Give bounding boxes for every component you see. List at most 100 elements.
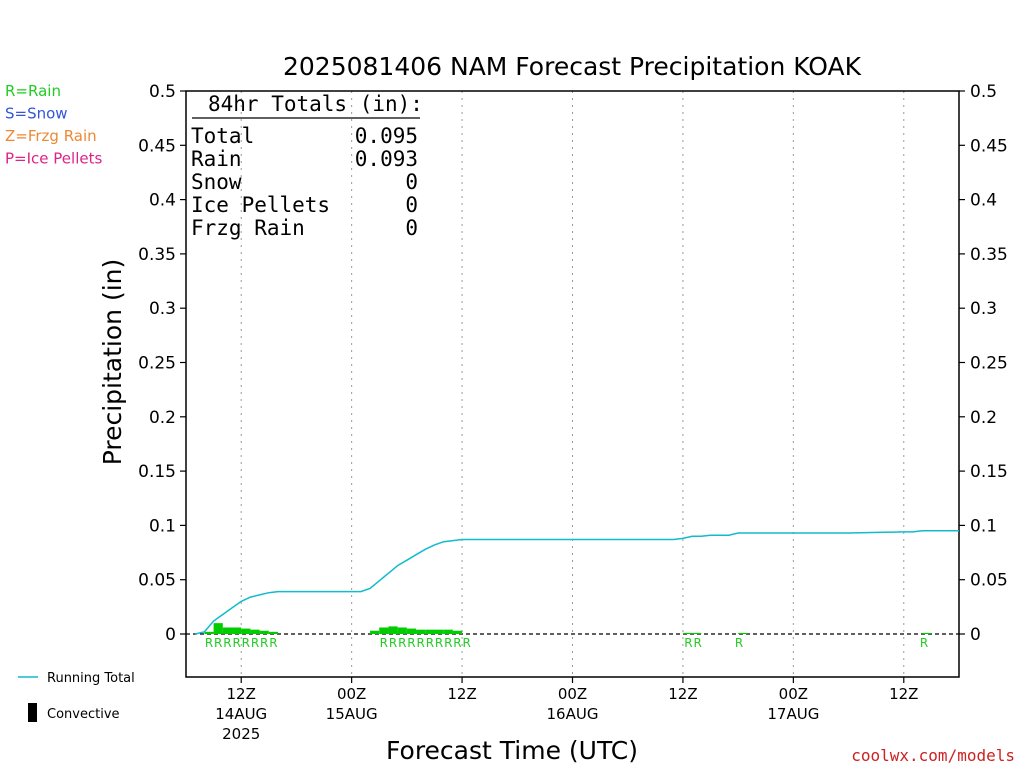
- precip-bar: [416, 629, 426, 634]
- x-tick-label: 00Z: [558, 685, 587, 703]
- precip-bar: [388, 626, 398, 634]
- totals-row-value: 0.095: [355, 124, 418, 148]
- grid-lines: [240, 91, 905, 677]
- precip-bar: [250, 629, 260, 634]
- ptype-marker: R: [407, 636, 415, 650]
- ptype-marker: R: [684, 636, 692, 650]
- precip-bar: [682, 632, 693, 634]
- x-axis-title: Forecast Time (UTC): [386, 736, 638, 765]
- ptype-marker: R: [214, 636, 222, 650]
- y-axis-title: Precipitation (in): [98, 259, 127, 466]
- ptype-marker: R: [453, 636, 461, 650]
- precip-bar: [222, 627, 233, 634]
- x-tick-label: 00Z: [779, 685, 808, 703]
- ptype-marker: R: [205, 636, 213, 650]
- precip-bar: [452, 630, 463, 634]
- y-tick-label: 0.4: [149, 191, 176, 211]
- precip-bar: [425, 629, 435, 634]
- y-tick-label-right: 0.5: [970, 82, 997, 102]
- series-legend: Running Total Convective: [18, 671, 135, 722]
- totals-row-value: 0: [405, 193, 418, 217]
- precip-bar: [379, 627, 389, 634]
- totals-box: 84hr Totals (in): Total 0.095 Rain 0.093 Sno…: [191, 92, 423, 240]
- ptype-marker: R: [232, 636, 240, 650]
- ptype-marker: R: [435, 636, 443, 650]
- ptype-marker: R: [463, 636, 471, 650]
- y-axis-left: 0 0.05 0.1 0.15 0.2 0.25 0.3 0.35 0.4 0.45 0.5: [138, 82, 186, 645]
- x-tick-label: 12Z: [889, 685, 918, 703]
- precip-bar: [692, 632, 702, 634]
- y-tick-label-right: 0.4: [970, 191, 997, 211]
- y-tick-label: 0.1: [149, 516, 176, 536]
- precip-bar: [213, 623, 223, 634]
- y-tick-label: 0.3: [149, 299, 176, 319]
- ptype-legend: R=Rain S=Snow Z=Frzg Rain P=Ice Pellets: [5, 82, 102, 168]
- ptype-marker: R: [920, 636, 928, 650]
- y-tick-label-right: 0.3: [970, 299, 997, 319]
- y-tick-label-right: 0.15: [970, 462, 1008, 482]
- totals-row-label: Rain: [191, 147, 242, 171]
- y-tick-label: 0.35: [138, 245, 176, 265]
- running-total-legend-label: Running Total: [47, 671, 135, 686]
- totals-row-label: Total: [191, 124, 254, 148]
- ptype-marker: R: [269, 636, 277, 650]
- ptype-marker: R: [223, 636, 231, 650]
- y-tick-label: 0.05: [138, 571, 176, 591]
- x-tick-label: 12Z: [447, 685, 476, 703]
- precip-bar: [738, 632, 748, 634]
- totals-row-label: Snow: [191, 170, 242, 194]
- x-tick-year: 2025: [222, 725, 260, 743]
- y-tick-label: 0.2: [149, 408, 176, 428]
- x-tick-label: 12Z: [227, 685, 256, 703]
- totals-heading: 84hr Totals (in):: [208, 92, 423, 116]
- y-tick-label-right: 0.1: [970, 516, 997, 536]
- y-tick-label: 0.45: [138, 136, 176, 156]
- ptype-legend-item: P=Ice Pellets: [5, 150, 102, 168]
- y-tick-label: 0.5: [149, 82, 176, 102]
- ptype-marker: R: [380, 636, 388, 650]
- precip-bar: [922, 632, 932, 634]
- ptype-marker: R: [389, 636, 397, 650]
- totals-row-value: 0.093: [355, 147, 418, 171]
- precip-bar: [232, 627, 242, 634]
- convective-legend-swatch: [28, 703, 37, 722]
- chart-title: 2025081406 NAM Forecast Precipitation KO…: [283, 52, 862, 81]
- y-tick-label-right: 0: [970, 625, 981, 645]
- y-tick-label: 0.15: [138, 462, 176, 482]
- ptype-marker: R: [398, 636, 406, 650]
- y-tick-label: 0: [165, 625, 176, 645]
- running-total-line: [195, 530, 959, 635]
- precip-bar: [397, 627, 407, 634]
- precip-bar: [259, 630, 269, 634]
- ptype-legend-item: R=Rain: [5, 82, 61, 100]
- ptype-marker: R: [735, 636, 743, 650]
- x-axis: 12Z 14AUG 2025 00Z 15AUG 12Z 00Z 16AUG 12Z 00Z 17A…: [215, 677, 918, 743]
- y-tick-label-right: 0.35: [970, 245, 1008, 265]
- y-tick-label: 0.25: [138, 354, 176, 374]
- totals-row-value: 0: [405, 216, 418, 240]
- precip-bar: [204, 631, 214, 634]
- y-tick-label-right: 0.45: [970, 136, 1008, 156]
- ptype-marker: R: [426, 636, 434, 650]
- ptype-marker: R: [242, 636, 250, 650]
- ptype-marker: R: [260, 636, 268, 650]
- x-tick-date: 15AUG: [326, 705, 378, 723]
- credit-text: coolwx.com/models: [851, 746, 1015, 765]
- x-tick-date: 14AUG: [215, 705, 267, 723]
- y-tick-label-right: 0.25: [970, 354, 1008, 374]
- precip-bar: [434, 629, 444, 634]
- totals-row-value: 0: [405, 170, 418, 194]
- totals-row-label: Ice Pellets: [191, 193, 330, 217]
- precip-bar: [241, 628, 251, 634]
- precip-bar: [406, 628, 417, 634]
- hourly-precip-bars: [204, 623, 932, 634]
- ptype-marker: R: [444, 636, 452, 650]
- precip-bar: [370, 630, 380, 634]
- x-tick-label: 12Z: [668, 685, 697, 703]
- ptype-legend-item: Z=Frzg Rain: [5, 127, 97, 145]
- ptype-marker: R: [251, 636, 259, 650]
- ptype-marker: R: [416, 636, 424, 650]
- precip-bar: [268, 631, 279, 634]
